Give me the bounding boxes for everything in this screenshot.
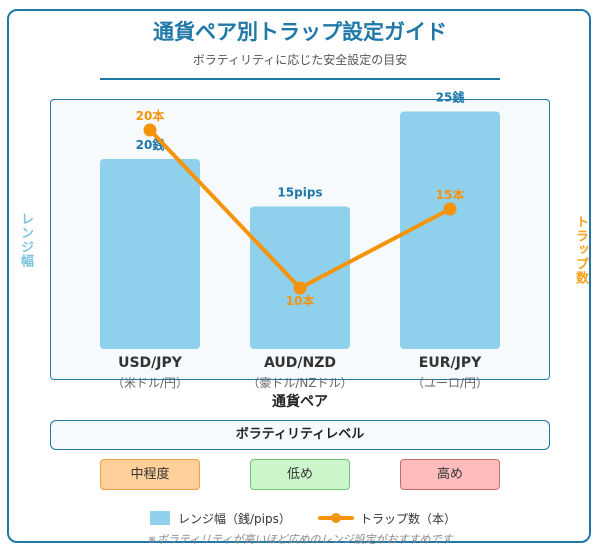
range-bar — [250, 206, 350, 349]
category-name: （米ドル/円） — [111, 376, 189, 390]
volatility-badge-high: 高め — [400, 459, 500, 490]
category-name: （豪ドル/NZドル） — [247, 376, 353, 390]
footnote: ※ボラティリティが高いほど広めのレンジ設定がおすすめです — [147, 533, 453, 546]
trap-point-label: 20本 — [136, 108, 165, 123]
legend-traps-label: トラップ数（本） — [360, 512, 457, 526]
range-bar — [100, 159, 200, 349]
category-code: EUR/JPY — [418, 355, 482, 371]
trap-point-label: 10本 — [286, 293, 315, 308]
legend-range-label: レンジ幅（銭/pips） — [178, 512, 291, 526]
category-usdjpy: USD/JPY （米ドル/円） — [80, 355, 220, 391]
chart-title: 通貨ペア別トラップ設定ガイド — [153, 20, 447, 44]
chart-subtitle: ボラティリティに応じた安全設定の目安 — [192, 53, 408, 67]
volatility-badge-mid: 中程度 — [100, 459, 200, 490]
range-bar-label: 20銭 — [136, 137, 165, 152]
trap-point — [143, 123, 157, 137]
category-eurjpy: EUR/JPY （ユーロ/円） — [380, 355, 520, 391]
category-audnzd: AUD/NZD （豪ドル/NZドル） — [230, 355, 370, 391]
y-axis-right-label: トラップ数 — [573, 215, 588, 285]
range-bar — [400, 111, 500, 349]
range-bar-label: 25銭 — [436, 90, 465, 105]
x-axis-label: 通貨ペア — [272, 394, 328, 410]
title-divider — [100, 78, 500, 80]
trap-point-label: 15本 — [436, 187, 465, 202]
volatility-header: ボラティリティレベル — [50, 420, 550, 450]
trap-point — [293, 281, 307, 295]
y-axis-left-label: レンジ幅 — [18, 212, 33, 268]
category-name: （ユーロ/円） — [411, 376, 489, 390]
volatility-badge-low: 低め — [250, 459, 350, 490]
category-code: AUD/NZD — [264, 355, 336, 371]
legend-line-marker — [331, 513, 341, 523]
trap-point — [443, 202, 457, 216]
legend-bar-swatch — [150, 511, 170, 525]
category-code: USD/JPY — [118, 355, 182, 371]
range-bar-label: 15pips — [277, 186, 322, 200]
